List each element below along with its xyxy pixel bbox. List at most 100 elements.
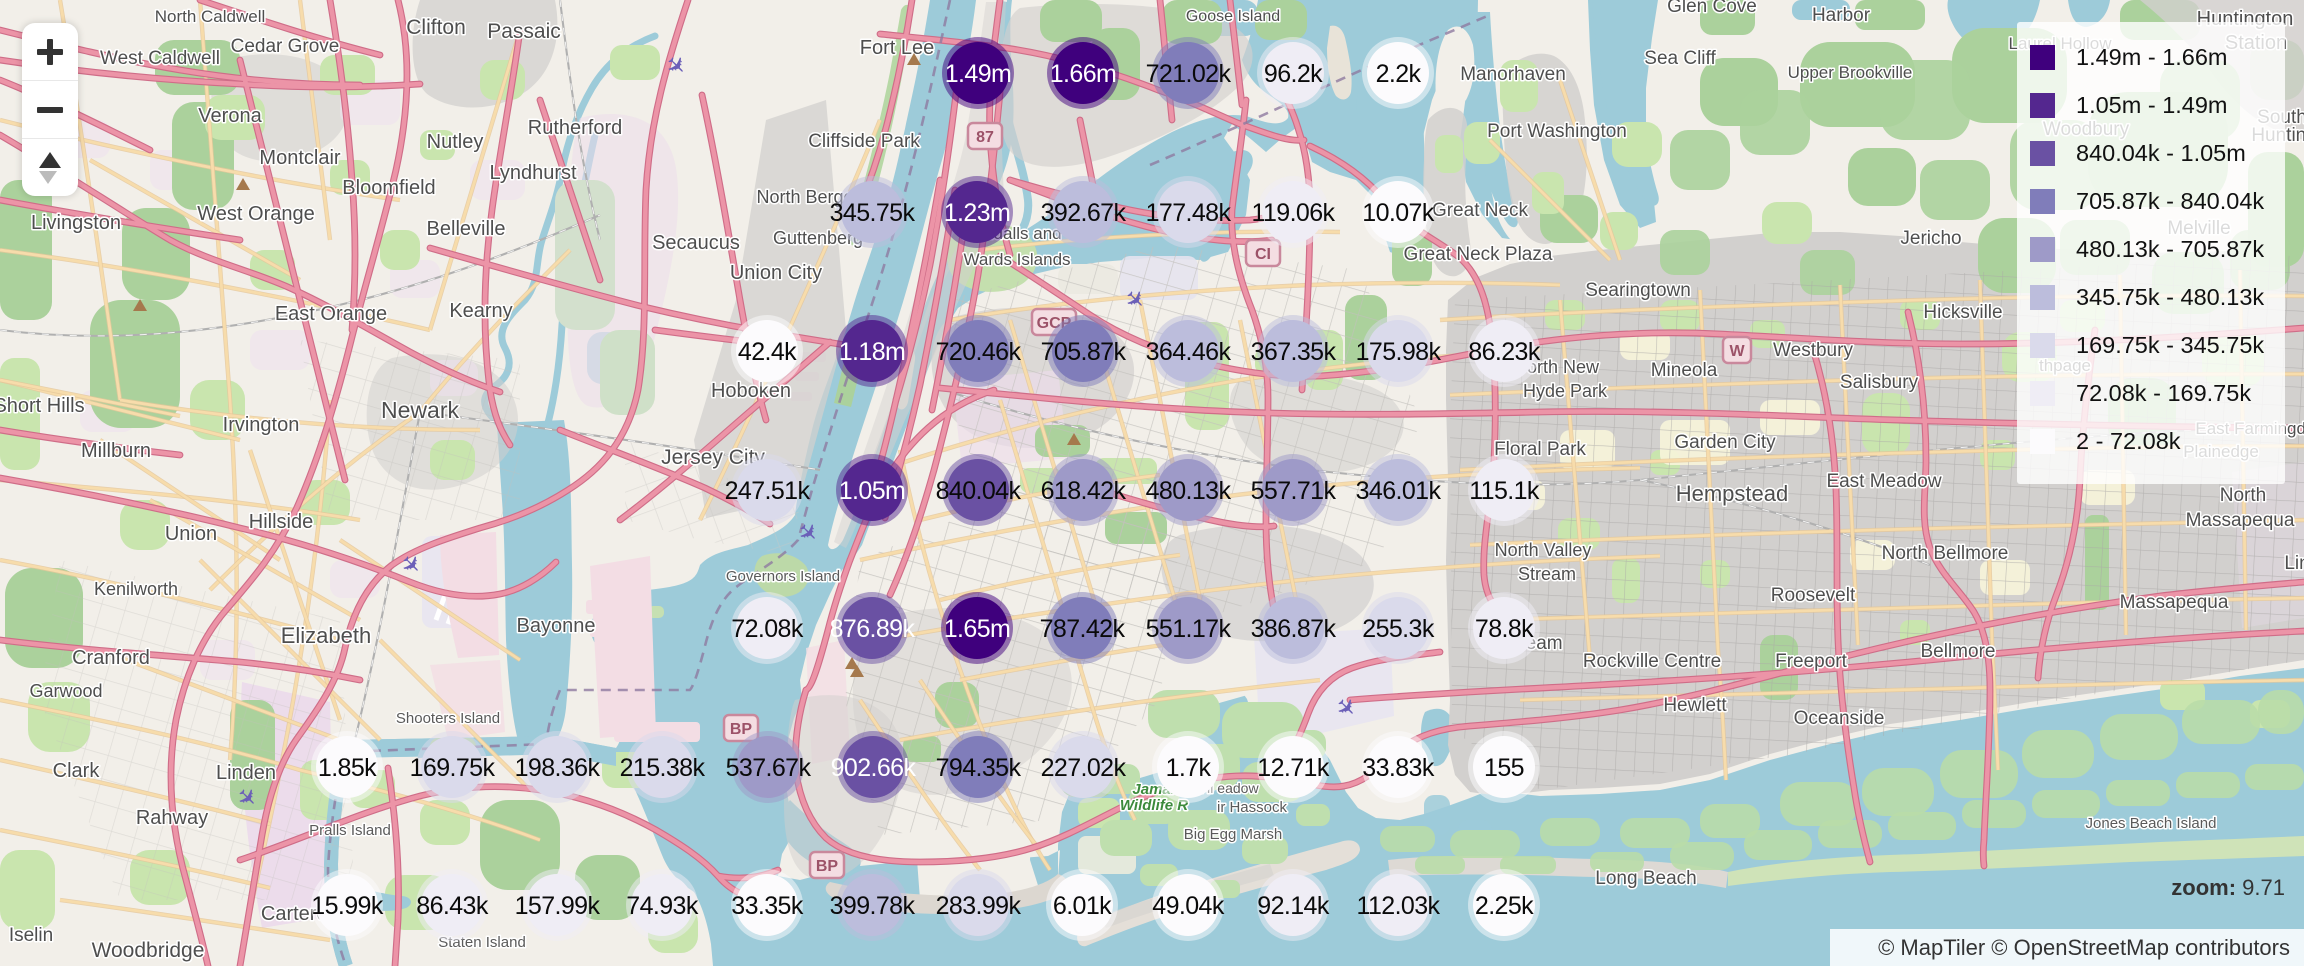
svg-text:Short Hills: Short Hills [0,395,85,417]
svg-text:West Orange: West Orange [197,203,314,225]
svg-text:Cliffside Park: Cliffside Park [808,131,920,152]
svg-text:49.04k: 49.04k [1152,892,1225,920]
svg-text:Westbury: Westbury [1773,340,1853,361]
svg-text:East Meadow: East Meadow [1826,471,1941,492]
svg-text:East Orange: East Orange [275,303,387,325]
svg-text:551.17k: 551.17k [1146,615,1232,643]
svg-text:BP: BP [816,858,839,875]
svg-text:1.65m: 1.65m [944,615,1010,643]
svg-text:Goose Island: Goose Island [1186,8,1280,25]
svg-text:215.38k: 215.38k [620,754,706,782]
svg-text:72.08k: 72.08k [731,615,804,643]
svg-text:North Berge: North Berge [756,187,853,207]
svg-text:12.71k: 12.71k [1257,754,1330,782]
svg-text:Nutley: Nutley [427,131,484,153]
svg-text:North Valley: North Valley [1495,540,1592,560]
svg-text:840.04k: 840.04k [936,477,1022,505]
svg-text:392.67k: 392.67k [1041,199,1127,227]
svg-text:86.43k: 86.43k [416,892,489,920]
svg-text:Massapequa: Massapequa [2186,510,2295,531]
svg-text:227.02k: 227.02k [1041,754,1127,782]
svg-text:North Caldwell: North Caldwell [155,7,266,26]
svg-text:705.87k: 705.87k [1041,338,1127,366]
svg-text:15.99k: 15.99k [311,892,384,920]
svg-text:ir Hassock: ir Hassock [1217,799,1288,816]
svg-text:Big Egg Marsh: Big Egg Marsh [1184,826,1282,843]
svg-text:Searingtown: Searingtown [1585,280,1691,301]
svg-text:Massapequa: Massapequa [2120,592,2229,613]
svg-text:Union City: Union City [730,262,822,284]
svg-text:Bloomfield: Bloomfield [342,177,435,199]
svg-text:Jericho: Jericho [1900,228,1961,249]
svg-text:Union: Union [165,523,217,545]
svg-text:Freeport: Freeport [1775,651,1848,672]
svg-text:Montclair: Montclair [259,147,340,169]
svg-text:247.51k: 247.51k [725,477,811,505]
svg-text:CI: CI [1255,246,1271,263]
svg-text:115.1k: 115.1k [1469,477,1540,505]
svg-text:Millburn: Millburn [81,440,151,462]
svg-text:Manorhaven: Manorhaven [1460,64,1566,85]
svg-text:876.89k: 876.89k [830,615,916,643]
svg-text:78.8k: 78.8k [1475,615,1534,643]
svg-text:Cranford: Cranford [72,647,150,669]
svg-text:Harbor: Harbor [1812,5,1871,26]
svg-text:Iselin: Iselin [9,925,53,946]
svg-text:Hewlett: Hewlett [1663,695,1727,716]
svg-text:Clifton: Clifton [406,16,466,39]
svg-text:Secaucus: Secaucus [652,232,740,254]
svg-text:orth New: orth New [1527,357,1600,377]
svg-text:346.01k: 346.01k [1356,477,1442,505]
svg-text:119.06k: 119.06k [1252,199,1336,227]
svg-text:Guttenberg: Guttenberg [773,228,863,248]
svg-text:345.75k: 345.75k [830,199,916,227]
svg-text:92.14k: 92.14k [1257,892,1330,920]
svg-text:Upper Brookville: Upper Brookville [1788,63,1913,82]
svg-text:Elizabeth: Elizabeth [281,623,372,648]
svg-text:Irvington: Irvington [223,414,300,436]
svg-text:2.25k: 2.25k [1475,892,1534,920]
svg-text:Oceanside: Oceanside [1794,708,1885,729]
svg-text:96.2k: 96.2k [1264,60,1323,88]
svg-text:Hempstead: Hempstead [1676,481,1789,506]
svg-text:Sea Cliff: Sea Cliff [1644,48,1716,69]
svg-text:1.05m: 1.05m [839,477,905,505]
svg-text:Shooters Island: Shooters Island [396,710,500,727]
svg-text:Kearny: Kearny [449,300,512,322]
svg-text:399.78k: 399.78k [830,892,916,920]
svg-text:Garden City: Garden City [1674,432,1776,453]
svg-text:10.07k: 10.07k [1362,199,1435,227]
svg-text:Newark: Newark [381,397,459,423]
svg-text:Great Neck Plaza: Great Neck Plaza [1404,244,1553,265]
svg-text:North: North [2220,485,2266,506]
svg-text:112.03k: 112.03k [1357,892,1441,920]
svg-text:175.98k: 175.98k [1356,338,1442,366]
svg-text:2.2k: 2.2k [1376,60,1422,88]
svg-text:Linden: Linden [216,762,276,784]
svg-text:Rutherford: Rutherford [528,117,623,139]
svg-text:1.85k: 1.85k [318,754,377,782]
svg-text:Hillside: Hillside [249,511,313,533]
svg-text:Cedar Grove: Cedar Grove [231,36,340,57]
svg-text:1.49m: 1.49m [945,60,1011,88]
svg-text:794.35k: 794.35k [936,754,1022,782]
svg-text:West Caldwell: West Caldwell [100,48,220,69]
svg-text:720.46k: 720.46k [936,338,1022,366]
svg-text:1.18m: 1.18m [839,338,905,366]
svg-text:Clark: Clark [53,760,101,782]
svg-text:Woodbridge: Woodbridge [92,939,205,962]
svg-text:177.48k: 177.48k [1146,199,1232,227]
svg-text:Garwood: Garwood [29,681,102,701]
svg-text:Bayonne: Bayonne [517,615,596,637]
svg-text:Long Beach: Long Beach [1595,868,1696,889]
svg-text:Roosevelt: Roosevelt [1771,585,1856,606]
svg-text:386.87k: 386.87k [1251,615,1337,643]
svg-text:Jones Beach Island: Jones Beach Island [2086,815,2217,832]
svg-text:Wards Islands: Wards Islands [963,250,1070,269]
svg-text:74.93k: 74.93k [626,892,699,920]
svg-text:BP: BP [730,721,753,738]
svg-text:Glen Cove: Glen Cove [1667,0,1757,17]
svg-text:Hicksville: Hicksville [1923,302,2002,323]
svg-text:157.99k: 157.99k [515,892,601,920]
svg-text:255.3k: 255.3k [1362,615,1435,643]
